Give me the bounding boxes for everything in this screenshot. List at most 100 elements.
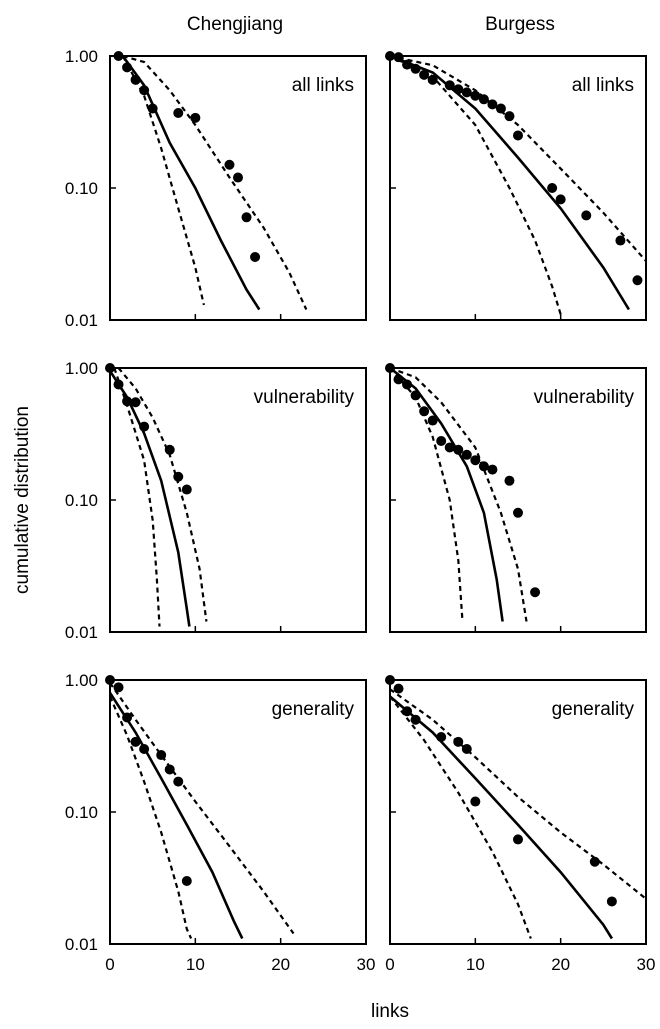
data-point bbox=[250, 252, 261, 263]
data-point bbox=[581, 210, 592, 221]
x-tick-label: 10 bbox=[466, 955, 485, 974]
chart-panel: 1.00 0.10 0.01 all links bbox=[65, 47, 367, 330]
x-tick-label: 30 bbox=[357, 955, 376, 974]
data-point bbox=[419, 69, 430, 80]
data-point bbox=[478, 461, 489, 472]
panel-label: all links bbox=[572, 75, 634, 96]
upper-bound-dashed-line bbox=[110, 682, 295, 935]
chart-panel: 1.00 0.10 0.01 0 10 20 30 generality bbox=[65, 671, 376, 974]
x-tick-label: 30 bbox=[637, 955, 656, 974]
chart-panel: 0 10 20 30 generality bbox=[385, 675, 655, 974]
data-point bbox=[385, 363, 395, 373]
chart-panel: vulnerability bbox=[385, 363, 647, 633]
x-tick-label: 10 bbox=[186, 955, 205, 974]
data-point bbox=[113, 379, 124, 390]
data-point bbox=[156, 750, 167, 761]
data-point bbox=[436, 731, 447, 742]
model-line bbox=[390, 56, 631, 311]
chart-panel: 1.00 0.10 0.01 vulnerability bbox=[65, 359, 367, 642]
data-point bbox=[427, 415, 438, 426]
data-point bbox=[461, 449, 472, 460]
y-axis-label: cumulative distribution bbox=[12, 406, 33, 594]
data-point bbox=[122, 712, 133, 723]
data-point bbox=[470, 90, 481, 101]
data-point bbox=[393, 52, 404, 63]
data-point bbox=[122, 396, 133, 407]
upper-bound-dashed-line bbox=[390, 688, 646, 900]
data-point bbox=[495, 103, 506, 114]
data-point bbox=[122, 62, 133, 73]
data-point bbox=[632, 275, 643, 286]
y-tick-label: 1.00 bbox=[65, 47, 98, 66]
data-point bbox=[113, 51, 124, 61]
lower-bound-dashed-line bbox=[390, 695, 532, 939]
data-point bbox=[453, 736, 464, 747]
data-point bbox=[130, 736, 141, 747]
model-line bbox=[390, 368, 504, 622]
column-title-chengjiang: Chengjiang bbox=[187, 14, 283, 35]
data-point bbox=[606, 896, 617, 907]
y-tick-label: 0.01 bbox=[65, 935, 98, 954]
data-point bbox=[444, 442, 455, 453]
data-point bbox=[181, 484, 192, 495]
data-point bbox=[402, 706, 413, 717]
data-point bbox=[478, 94, 489, 105]
model-line bbox=[110, 692, 244, 940]
data-point bbox=[504, 111, 515, 122]
data-point bbox=[410, 63, 421, 74]
upper-bound-dashed-line bbox=[390, 368, 528, 622]
lower-bound-dashed-line bbox=[110, 696, 193, 939]
plot-area bbox=[121, 56, 308, 311]
data-point bbox=[233, 172, 243, 183]
data-point bbox=[504, 475, 515, 486]
y-tick-label: 0.01 bbox=[65, 311, 98, 330]
y-tick-label: 1.00 bbox=[65, 359, 98, 378]
data-point bbox=[487, 464, 498, 475]
column-title-burgess: Burgess bbox=[485, 14, 555, 35]
data-point bbox=[139, 85, 150, 96]
plot-area bbox=[110, 368, 208, 627]
data-point bbox=[393, 374, 404, 385]
x-tick-label: 0 bbox=[105, 955, 114, 974]
data-point bbox=[402, 59, 413, 70]
x-tick-label: 0 bbox=[385, 955, 394, 974]
plot-area bbox=[390, 368, 528, 622]
data-point bbox=[419, 406, 430, 417]
data-point bbox=[530, 587, 541, 598]
upper-bound-dashed-line bbox=[122, 56, 308, 310]
data-point bbox=[410, 390, 421, 401]
data-point bbox=[113, 682, 124, 693]
model-line bbox=[390, 695, 614, 940]
data-point bbox=[164, 444, 175, 455]
data-point bbox=[436, 435, 447, 446]
y-tick-label: 0.01 bbox=[65, 623, 98, 642]
y-tick-label: 0.10 bbox=[65, 491, 98, 510]
data-point bbox=[105, 675, 115, 685]
panel-label: all links bbox=[292, 75, 354, 96]
panels: 1.00 0.10 0.01 all links all links 1.00 0.10 0.… bbox=[65, 47, 656, 974]
y-tick-label: 0.10 bbox=[65, 803, 98, 822]
data-point bbox=[147, 103, 158, 114]
data-point bbox=[139, 744, 150, 755]
plot-area bbox=[390, 688, 646, 940]
panel-label: generality bbox=[272, 699, 355, 720]
data-point bbox=[589, 856, 600, 867]
data-point bbox=[470, 796, 481, 807]
upper-bound-dashed-line bbox=[390, 56, 646, 262]
y-tick-label: 0.10 bbox=[65, 179, 98, 198]
panel-label: vulnerability bbox=[534, 387, 635, 408]
data-point bbox=[547, 183, 558, 193]
data-point bbox=[427, 74, 438, 85]
x-axis-label: links bbox=[371, 1001, 409, 1022]
data-point bbox=[173, 107, 184, 118]
data-point bbox=[224, 159, 235, 170]
x-tick-label: 20 bbox=[551, 955, 570, 974]
data-point bbox=[470, 455, 481, 466]
panel-label: vulnerability bbox=[254, 387, 355, 408]
data-point bbox=[385, 51, 395, 61]
lower-bound-dashed-line bbox=[113, 368, 161, 627]
y-tick-label: 1.00 bbox=[65, 671, 98, 690]
data-point bbox=[513, 834, 523, 845]
data-point bbox=[164, 764, 175, 775]
data-point bbox=[190, 112, 201, 123]
